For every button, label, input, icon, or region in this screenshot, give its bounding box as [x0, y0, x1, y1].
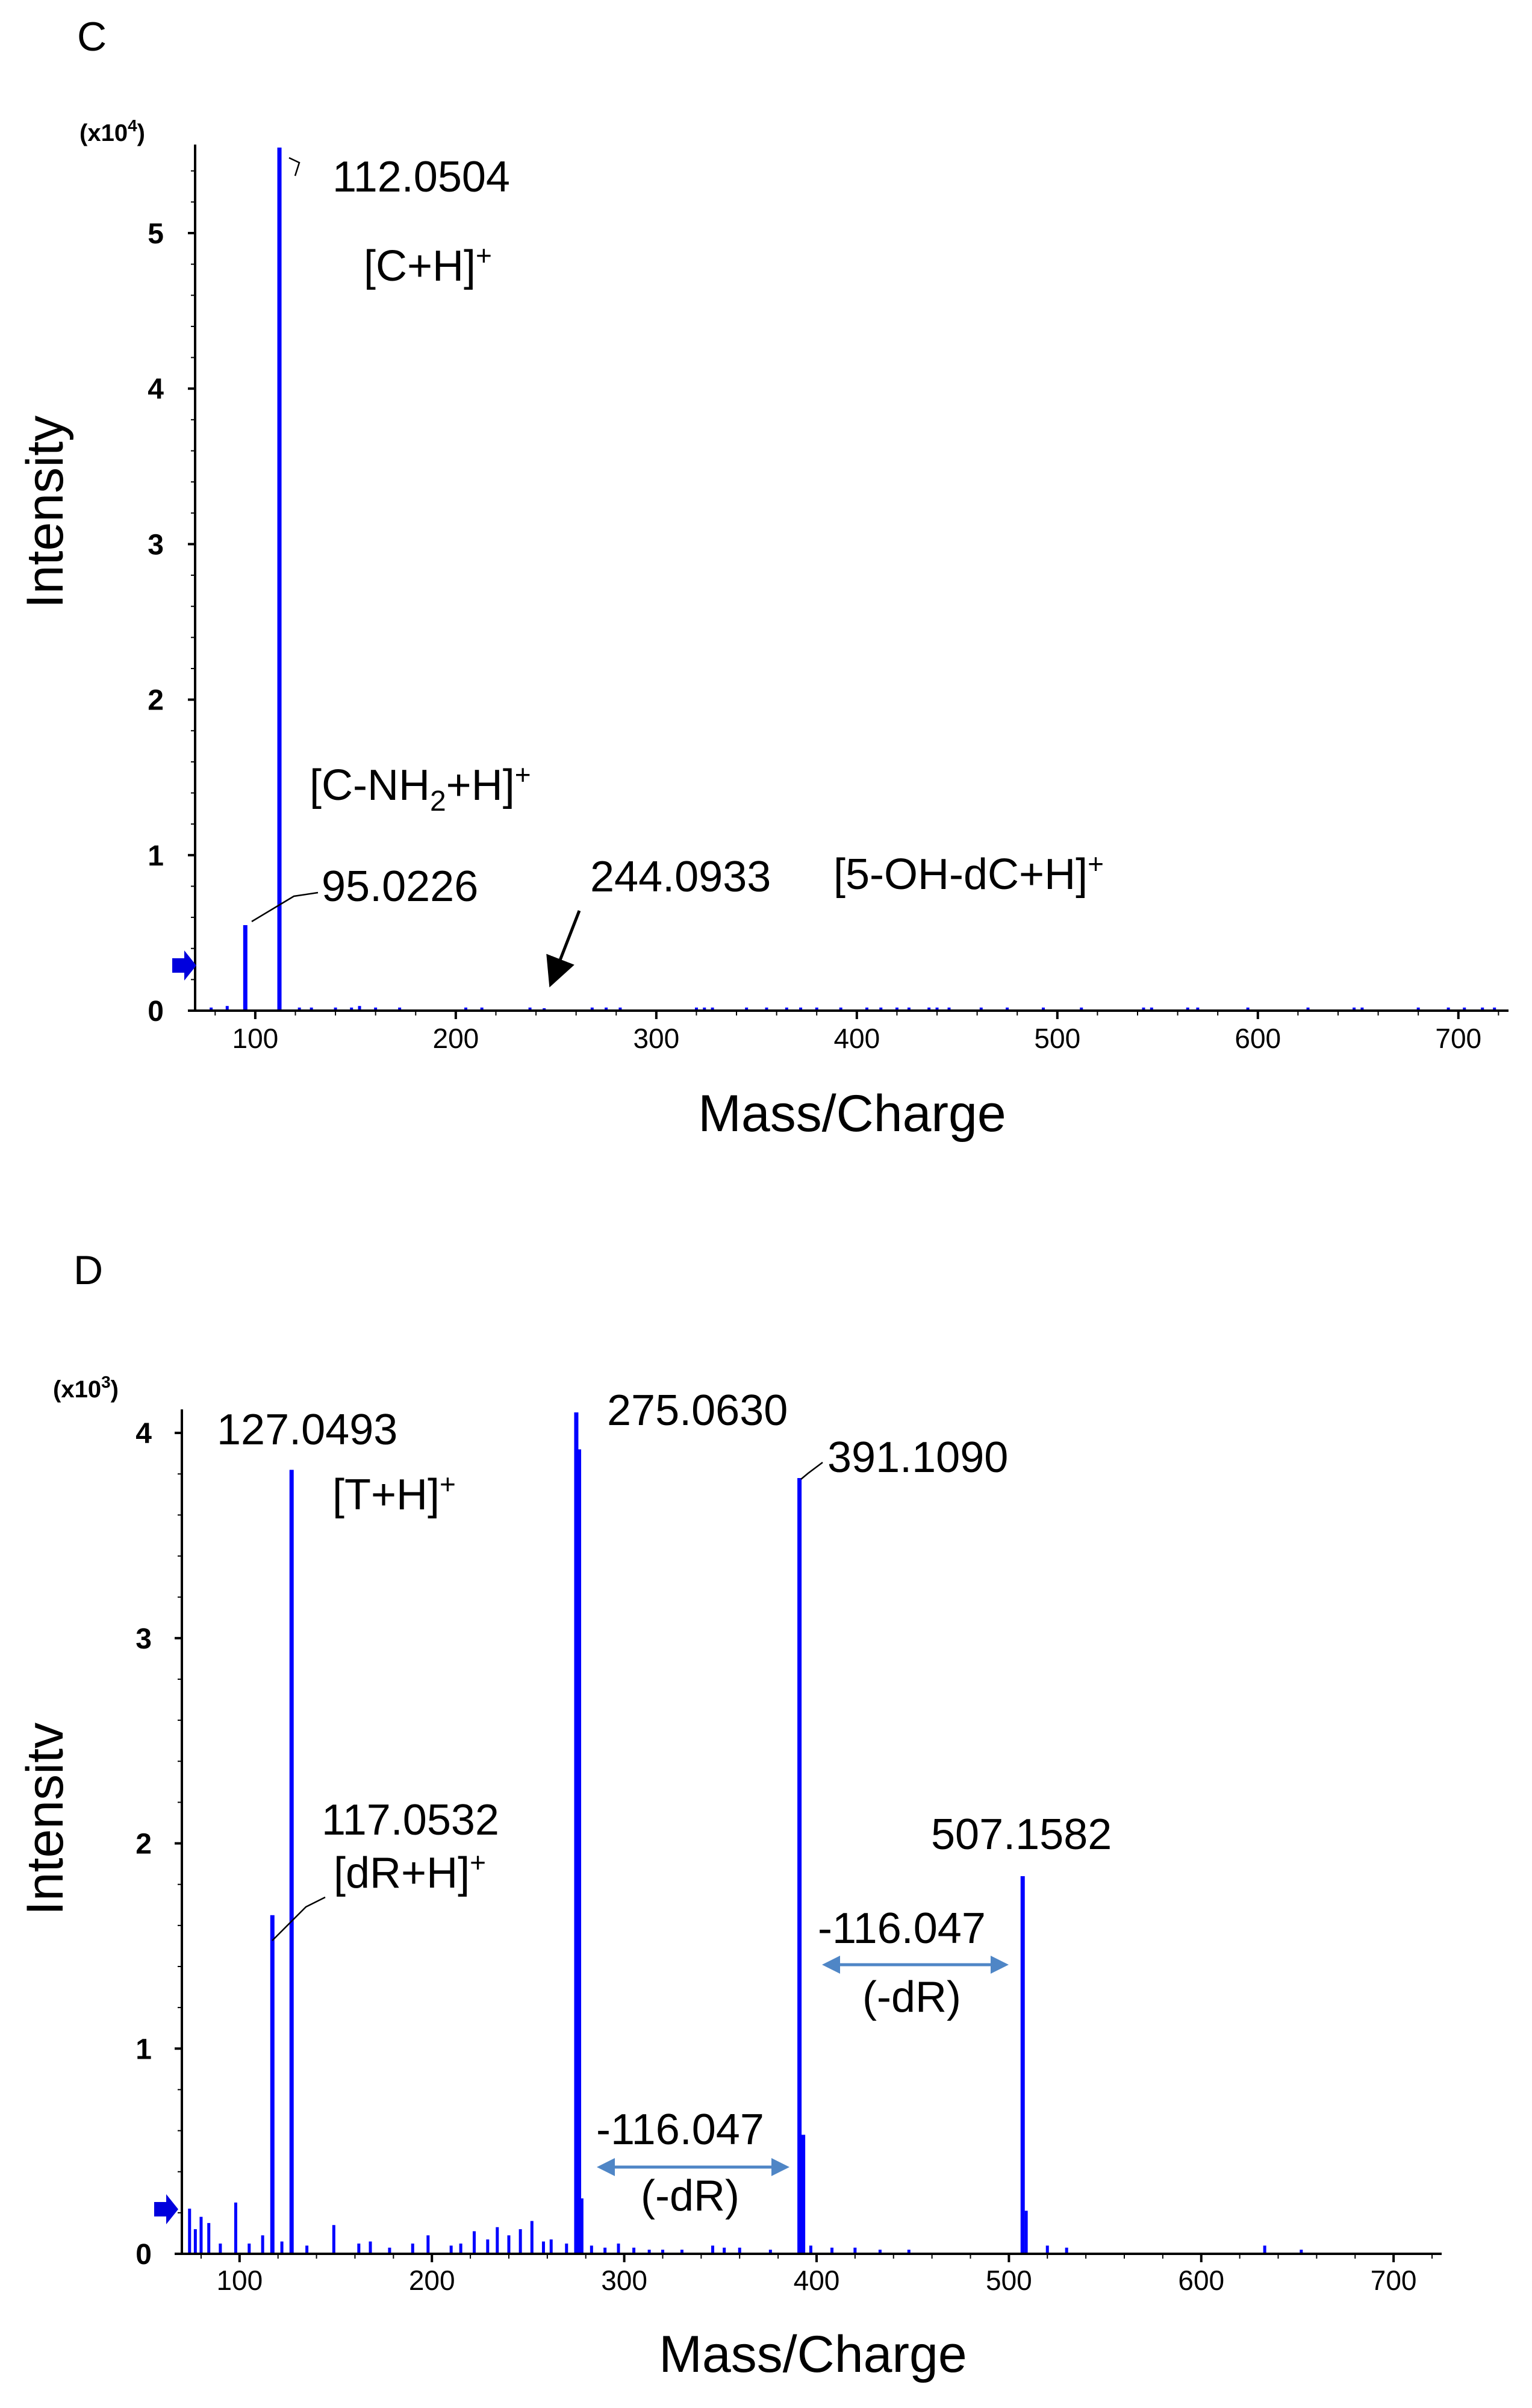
panel-d-label-dr-h: [dR+H]+: [334, 1847, 486, 1897]
panel-c-letter: C: [77, 14, 107, 60]
panel-d-y-tick-label: 2: [135, 1829, 152, 1861]
panel-c-label-5-oh-dc: [5-OH-dC+H]+: [833, 848, 1104, 899]
panel-d-label-t-h-base: [T+H]: [332, 1471, 440, 1519]
panel-c-y-ticks: 0 1 2 3 4 5: [148, 170, 195, 1028]
panel-d-label-dr-h-sup: +: [470, 1847, 486, 1878]
panel-c-multiplier: (x104): [79, 116, 145, 146]
panel-d-y-tick-label: 0: [135, 2239, 152, 2271]
panel-d-label-127: 127.0493: [217, 1406, 397, 1454]
panel-d-label-dr-h-base: [dR+H]: [334, 1849, 470, 1897]
panel-c-label-c-h-sup: +: [476, 240, 492, 271]
panel-c-leader-112: [288, 157, 300, 176]
panel-d-loss-sub-2: (-dR): [862, 1973, 961, 2021]
panel-c-x-ticks: 100 200 300 400 500 600 700: [214, 1011, 1499, 1054]
panel-c-label-c-nh2-b: +H]: [446, 761, 515, 809]
panel-d-y-tick-label: 3: [135, 1623, 152, 1655]
panel-d-loss-sub-1: (-dR): [641, 2172, 740, 2220]
panel-c-x-tick-label: 200: [432, 1023, 479, 1054]
panel-c-label-5-oh-dc-sup: +: [1088, 848, 1104, 879]
panel-d-peaks: [188, 1412, 1303, 2254]
panel-c-label-95: 95.0226: [322, 862, 478, 911]
panel-c-y-tick-label: 2: [148, 685, 164, 717]
panel-c-x-tick-label: 400: [833, 1023, 880, 1054]
panel-d-x-tick-label: 400: [794, 2265, 840, 2296]
panel-c-y-axis-title: Intensity: [16, 416, 74, 608]
panel-d-label-t-h: [T+H]+: [332, 1468, 456, 1519]
panel-c-label-244: 244.0933: [590, 853, 771, 901]
panel-c-y-tick-label: 3: [148, 529, 164, 561]
panel-c-x-tick-label: 500: [1034, 1023, 1080, 1054]
panel-d-leader-117: [272, 1896, 326, 1941]
panel-c-label-c-nh2: [C-NH2+H]+: [310, 759, 531, 817]
panel-c-leader-95: [251, 891, 319, 923]
panel-d-y-tick-label: 4: [135, 1418, 152, 1450]
panel-d-multiplier-base: (x10: [53, 1376, 101, 1403]
panel-c-multiplier-close: ): [137, 120, 145, 146]
panel-d-label-117: 117.0532: [322, 1796, 499, 1844]
panel-d-label-391: 391.1090: [827, 1433, 1008, 1482]
panel-c-y-tick-label: 0: [148, 996, 164, 1028]
panel-d-y-ticks: 0 1 2 3 4: [135, 1418, 182, 2271]
panel-c-x-tick-label: 700: [1435, 1023, 1481, 1054]
panel-d-label-507: 507.1582: [931, 1811, 1112, 1859]
panel-c-label-5-oh-dc-base: [5-OH-dC+H]: [833, 850, 1088, 899]
panel-d-multiplier-exp: 3: [101, 1373, 111, 1391]
panel-c-y-tick-label: 1: [148, 840, 164, 872]
panel-c-x-axis-title: Mass/Charge: [698, 1085, 1006, 1143]
panel-d-loss-label-1: -116.047: [596, 2106, 764, 2154]
panel-c-label-c-nh2-a: [C-NH: [310, 761, 430, 809]
panel-d-letter: D: [73, 1247, 103, 1293]
panel-c-multiplier-base: (x10: [79, 120, 128, 146]
panel-d-x-tick-label: 100: [216, 2265, 263, 2296]
panel-c-x-tick-label: 300: [633, 1023, 679, 1054]
panel-c-multiplier-exp: 4: [128, 116, 137, 135]
panel-c-arrow-244: [546, 910, 581, 988]
panel-d-label-t-h-sup: +: [440, 1468, 456, 1500]
panel-c-x-tick-label: 100: [232, 1023, 279, 1054]
panel-d-x-tick-label: 500: [986, 2265, 1032, 2296]
panel-c-label-c-h-base: [C+H]: [364, 242, 476, 290]
panel-d-multiplier: (x103): [53, 1373, 119, 1403]
panel-c-y-tick-label: 5: [148, 218, 164, 250]
panel-c-y-tick-label: 4: [148, 373, 164, 405]
panel-c-x-tick-label: 600: [1235, 1023, 1281, 1054]
panel-d-loss-label-2: -116.047: [818, 1904, 986, 1953]
panel-d-x-tick-label: 200: [409, 2265, 455, 2296]
panel-c-label-112: 112.0504: [332, 153, 510, 201]
panel-d-leader-391: [800, 1462, 823, 1480]
panel-d-x-ticks: 100 200 300 400 500 600 700: [200, 2254, 1433, 2296]
panel-c-label-c-h: [C+H]+: [364, 240, 492, 290]
panel-d-label-275: 275.0630: [607, 1386, 788, 1435]
panel-c-threshold-arrow-icon: [172, 950, 196, 981]
panel-d-multiplier-close: ): [111, 1376, 119, 1403]
panel-c-label-c-nh2-sup: +: [515, 759, 531, 790]
panel-d-x-tick-label: 300: [601, 2265, 647, 2296]
panel-d-threshold-arrow-icon: [154, 2194, 178, 2224]
panel-d-y-tick-label: 1: [135, 2033, 152, 2065]
panel-d-x-axis-title: Mass/Charge: [659, 2325, 967, 2383]
panel-c-label-c-nh2-sub: 2: [430, 785, 446, 817]
panel-d-y-axis-title: Intensitv: [16, 1723, 74, 1915]
panel-d-x-tick-label: 700: [1371, 2265, 1417, 2296]
panel-d-x-tick-label: 600: [1178, 2265, 1224, 2296]
